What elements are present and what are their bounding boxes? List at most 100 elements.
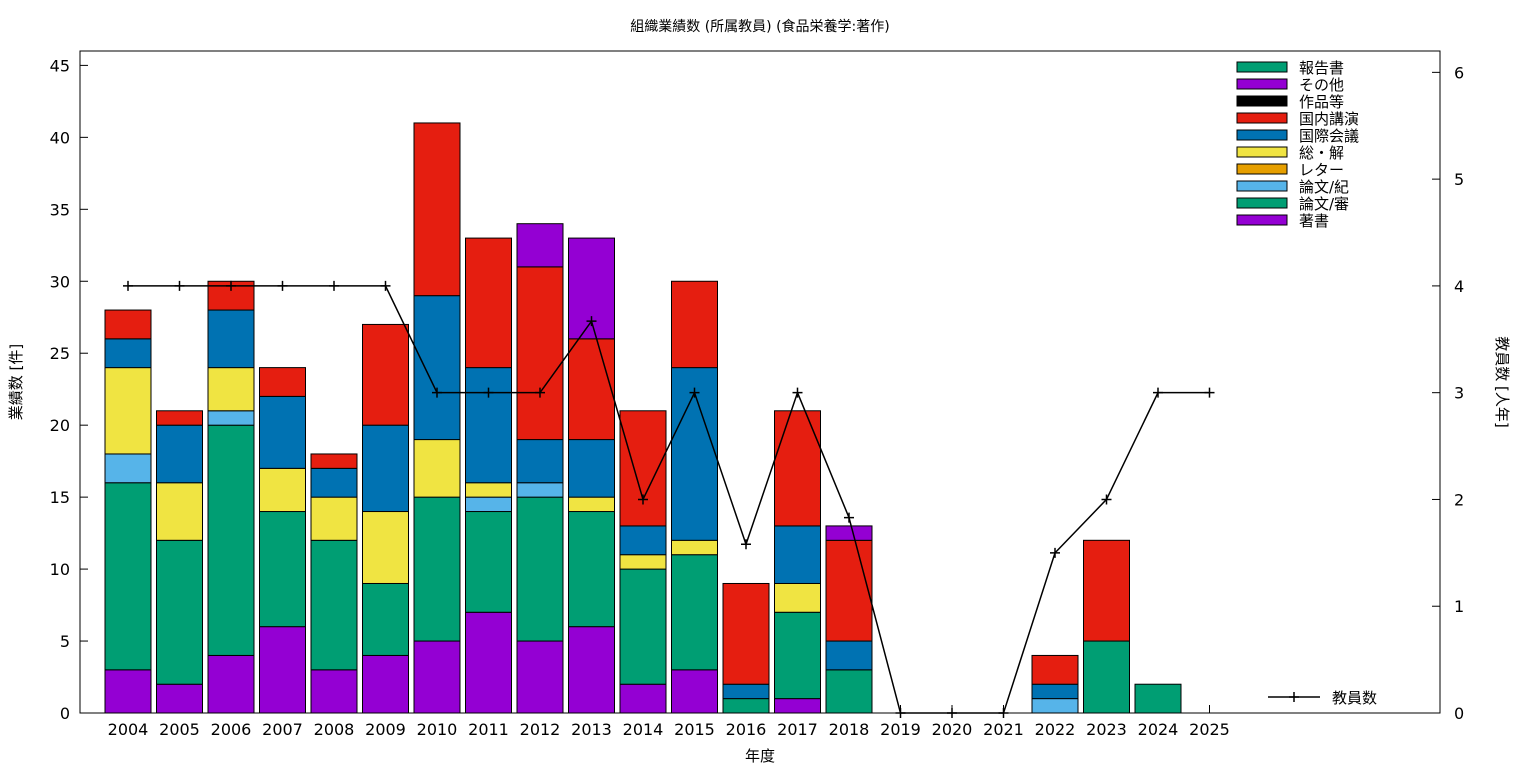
bar-segment — [671, 554, 718, 671]
y-tick-label: 5 — [60, 632, 70, 651]
bar-segment — [568, 496, 615, 513]
bar-segment — [619, 568, 667, 685]
legend-label: 著書 — [1299, 212, 1329, 230]
bar-segment — [774, 582, 821, 613]
bar-segment — [619, 410, 667, 527]
x-tick-label: 2021 — [983, 720, 1024, 739]
bar-segment — [465, 367, 512, 484]
bar-segment — [671, 280, 718, 369]
bar-segment — [259, 626, 306, 714]
y-tick-label: 30 — [50, 272, 70, 291]
bar-segment — [516, 496, 564, 642]
legend-swatch — [1236, 180, 1288, 192]
faculty-point — [329, 280, 339, 291]
bar-segment — [259, 367, 306, 397]
x-axis-label: 年度 — [745, 747, 775, 765]
bar-segment — [774, 698, 821, 714]
bar-segment — [671, 669, 718, 714]
bar-segment — [516, 482, 564, 498]
y2-tick-label: 4 — [1454, 277, 1464, 296]
chart-title: 組織業績数 (所属教員) (食品栄養学:著作) — [630, 18, 889, 35]
x-tick-label: 2020 — [932, 720, 973, 739]
bar-segment — [207, 654, 255, 714]
faculty-point — [895, 708, 906, 718]
legend-swatch — [1236, 112, 1288, 124]
legend-swatch — [1236, 214, 1288, 226]
bar-segment — [568, 511, 615, 628]
y2-tick-label: 2 — [1454, 490, 1464, 509]
bar-segment — [156, 424, 203, 484]
bar-segment — [1083, 640, 1130, 714]
faculty-point — [998, 708, 1009, 718]
faculty-point — [432, 387, 442, 398]
x-tick-label: 2013 — [571, 720, 612, 739]
bar-segment — [516, 266, 564, 441]
x-tick-label: 2009 — [365, 720, 406, 739]
faculty-point — [380, 280, 391, 291]
y2-tick-label: 3 — [1454, 384, 1464, 403]
faculty-point — [226, 280, 236, 291]
bar-segment — [259, 467, 306, 513]
bar-segment — [207, 424, 255, 656]
bar-segment — [1134, 683, 1182, 714]
legend-label: 国際会議 — [1299, 127, 1359, 145]
bar-segment — [104, 309, 152, 340]
faculty-point — [947, 708, 957, 718]
bar-segment — [362, 654, 409, 714]
legend-label: 論文/審 — [1299, 195, 1349, 213]
bar-segment — [362, 582, 409, 656]
bar-segment — [310, 467, 358, 498]
bar-segment — [619, 683, 667, 714]
bar-segment — [207, 309, 255, 369]
x-tick-label: 2025 — [1189, 720, 1230, 739]
faculty-point — [174, 280, 185, 291]
bar-segment — [104, 338, 152, 369]
bar-segment — [156, 539, 203, 685]
faculty-point — [1101, 494, 1112, 505]
bar-segment — [825, 539, 873, 642]
legend-label: 報告書 — [1299, 59, 1344, 77]
legend-label: レター — [1299, 161, 1344, 179]
bar-segment — [310, 453, 358, 469]
legend-label: 論文/紀 — [1299, 178, 1349, 196]
bar-segment — [671, 539, 718, 556]
legend-label: 総・解 — [1299, 144, 1344, 162]
faculty-point — [277, 280, 288, 291]
x-tick-label: 2024 — [1138, 720, 1179, 739]
y-tick-label: 15 — [50, 488, 70, 507]
legend-swatch — [1236, 61, 1288, 73]
bar-segment — [825, 640, 873, 671]
bar-segment — [774, 525, 821, 584]
bar-segment — [310, 496, 358, 541]
bar-segment — [413, 122, 461, 297]
x-tick-label: 2010 — [417, 720, 458, 739]
bar-segment — [104, 367, 152, 455]
legend-label: その他 — [1299, 76, 1344, 94]
bar-segment — [156, 683, 203, 714]
faculty-point — [1153, 387, 1163, 398]
y2-tick-label: 1 — [1454, 597, 1464, 616]
y-tick-label: 10 — [50, 560, 70, 579]
bar-segment — [1031, 683, 1079, 700]
bar-segment — [104, 669, 152, 714]
bar-segment — [1031, 698, 1079, 714]
bar-segment — [465, 611, 512, 714]
bar-segment — [1083, 539, 1130, 642]
x-tick-label: 2008 — [314, 720, 355, 739]
bar-segment — [156, 482, 203, 541]
x-tick-label: 2016 — [726, 720, 767, 739]
faculty-point — [535, 387, 545, 398]
x-tick-label: 2019 — [880, 720, 921, 739]
bar-segment — [568, 626, 615, 714]
x-tick-label: 2005 — [159, 720, 200, 739]
bar-segment — [516, 640, 564, 714]
bar-segment — [207, 410, 255, 426]
bar-segment — [104, 482, 152, 671]
faculty-point — [123, 280, 133, 291]
legend-swatch — [1236, 129, 1288, 141]
y-tick-label: 20 — [50, 416, 70, 435]
faculty-point — [741, 539, 751, 550]
x-tick-label: 2022 — [1035, 720, 1076, 739]
